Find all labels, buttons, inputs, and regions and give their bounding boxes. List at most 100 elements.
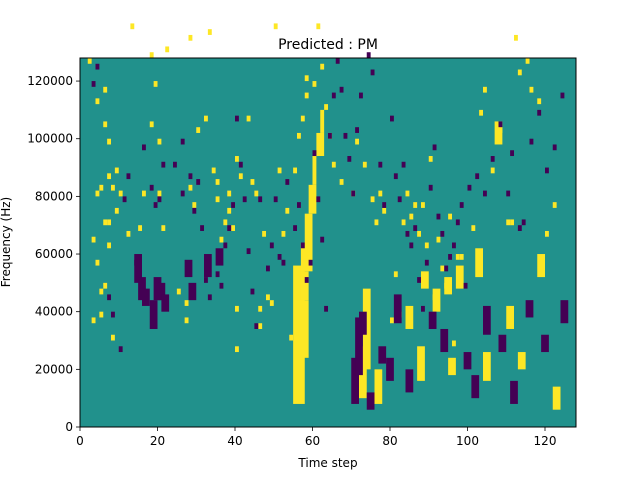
x-axis-ticks: 0 20 40 60 80 100 120 <box>76 427 556 448</box>
heatmap-block-high <box>316 132 325 157</box>
heatmap-cell-high <box>142 190 146 197</box>
y-tick-label: 20000 <box>35 362 73 376</box>
heatmap-cell-low <box>417 277 422 283</box>
heatmap-cell-high <box>362 161 367 168</box>
heatmap-block-low <box>483 305 491 335</box>
heatmap-cell-low <box>180 138 185 145</box>
heatmap-cell-low <box>269 242 274 249</box>
heatmap-cell-low <box>401 161 406 168</box>
heatmap-cell-low <box>328 132 332 139</box>
heatmap-cell-high <box>107 242 112 249</box>
heatmap-cell-low <box>366 52 371 58</box>
heatmap-cell-high <box>149 121 154 128</box>
heatmap-block-low <box>204 254 212 278</box>
heatmap-cell-high <box>165 46 170 53</box>
plot-area <box>79 23 577 428</box>
heatmap-cell-high <box>95 259 100 266</box>
heatmap-cell-high <box>401 219 406 226</box>
heatmap-cell-low <box>382 202 387 208</box>
heatmap-cell-high <box>103 121 108 128</box>
heatmap-cell-low <box>545 167 549 174</box>
heatmap-cell-high <box>91 236 96 243</box>
heatmap-cell-high <box>91 317 96 324</box>
heatmap-cell-high <box>246 115 251 122</box>
heatmap-cell-high <box>204 115 208 122</box>
heatmap-cell-low <box>517 225 522 231</box>
heatmap-cell-low <box>180 190 185 197</box>
heatmap-block-high <box>444 277 452 295</box>
heatmap-cell-low <box>91 81 96 87</box>
heatmap-cell-low <box>490 156 495 162</box>
heatmap-block-low <box>351 357 359 404</box>
y-tick-label: 40000 <box>35 305 73 319</box>
heatmap-cell-high <box>153 81 158 87</box>
heatmap-block-high <box>537 254 545 278</box>
heatmap-cell-high <box>227 207 232 214</box>
heatmap-cell-high <box>138 225 143 231</box>
heatmap-cell-high <box>289 334 294 341</box>
heatmap-block-high <box>455 265 464 289</box>
heatmap-cell-high <box>293 167 298 174</box>
heatmap-cell-high <box>514 34 518 41</box>
heatmap-cell-high <box>378 190 383 197</box>
heatmap-block-high <box>405 305 414 329</box>
heatmap-block-high <box>506 305 514 329</box>
heatmap-cell-high <box>196 127 201 133</box>
heatmap-block-low <box>184 259 193 278</box>
heatmap-cell-low <box>219 282 224 289</box>
heatmap-cell-high <box>324 104 329 110</box>
y-tick-label: 100000 <box>27 132 73 146</box>
heatmap-cell-low <box>370 69 375 76</box>
heatmap-block-low <box>149 300 158 329</box>
heatmap-cell-low <box>188 173 193 180</box>
heatmap-cell-low <box>390 115 394 122</box>
heatmap-cell-high <box>382 207 387 214</box>
heatmap-block-high <box>475 248 483 278</box>
heatmap-cell-high <box>339 179 344 185</box>
heatmap-cell-low <box>266 265 270 272</box>
heatmap-cell-high <box>331 161 336 168</box>
heatmap-cell-high <box>417 230 422 237</box>
heatmap-cell-low <box>483 190 487 197</box>
y-tick-label: 80000 <box>35 189 73 203</box>
heatmap-cell-high <box>235 156 239 162</box>
heatmap-block-high <box>308 184 317 214</box>
chart-title: Predicted : PM <box>278 37 378 53</box>
heatmap-cell-high <box>215 179 220 185</box>
plot-frame <box>79 57 577 428</box>
heatmap-block-low <box>157 282 166 301</box>
heatmap-cell-high <box>436 236 441 243</box>
heatmap-cell-high <box>103 219 108 226</box>
heatmap-cell-high <box>250 179 255 185</box>
x-tick-label: 20 <box>150 434 165 448</box>
heatmap-cell-low <box>157 196 162 203</box>
heatmap-block-high <box>448 357 456 376</box>
heatmap-cell-high <box>111 334 115 341</box>
heatmap-cell-high <box>192 202 197 208</box>
heatmap-cell-low <box>118 346 123 353</box>
heatmap-cell-high <box>235 346 239 353</box>
heatmap-cell-low <box>231 202 236 208</box>
heatmap-cell-low <box>258 196 263 203</box>
heatmap-cell-high <box>215 196 220 203</box>
heatmap-block-low <box>134 254 142 283</box>
heatmap-cell-high <box>223 219 228 226</box>
heatmap-block-low <box>510 380 518 404</box>
heatmap-cell-low <box>475 173 480 180</box>
heatmap-cell-high <box>184 317 189 324</box>
heatmap-block-low <box>428 311 437 329</box>
heatmap-block-low <box>405 369 414 393</box>
heatmap-block-low <box>560 300 569 324</box>
heatmap-cell-high <box>219 236 224 243</box>
heatmap-cell-low <box>455 219 460 226</box>
heatmap-cell-high <box>529 86 534 93</box>
heatmap-cell-high <box>258 305 263 312</box>
heatmap-cell-high <box>405 190 410 197</box>
heatmap-cell-high <box>103 282 108 289</box>
heatmap-cell-low <box>397 196 402 203</box>
heatmap-cell-high <box>552 202 557 208</box>
heatmap-block-high <box>517 352 526 370</box>
heatmap-block-high <box>320 109 325 133</box>
heatmap-cell-low <box>204 277 208 283</box>
